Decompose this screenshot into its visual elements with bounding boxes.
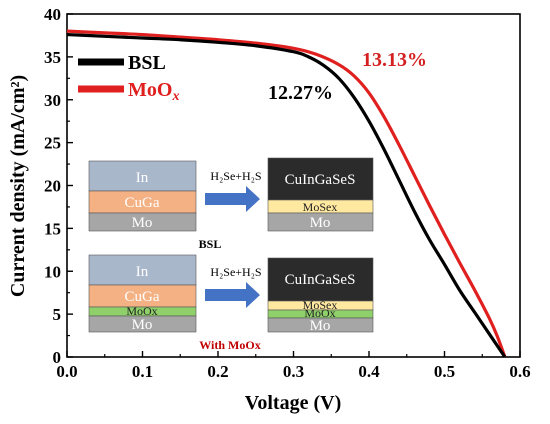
x-tick-label: 0.6: [509, 362, 530, 381]
y-tick-label: 25: [44, 134, 61, 153]
process-label-moox: H₂Se+H₂S: [210, 265, 261, 279]
y-tick-label: 0: [53, 348, 62, 367]
process-label-bsl: H₂Se+H₂S: [210, 169, 261, 183]
layer-cigs: [267, 257, 374, 302]
stack-before-bsl: In CuGa Mo: [88, 160, 197, 232]
layer-mo-after-label: Mo: [310, 318, 331, 334]
legend-label-bsl: BSL: [128, 52, 166, 74]
caption-moox: With MoOx: [199, 338, 260, 352]
layer-cigs-label: CuInGaSeS: [285, 172, 356, 188]
layer-mo-after: [267, 212, 374, 232]
arrow-icon: [205, 186, 260, 212]
series-layer: [66, 29, 507, 358]
caption-bsl: BSL: [199, 237, 222, 251]
arrow-icon: [205, 282, 260, 308]
stack-after-bsl: CuInGaSeS MoSex Mo: [267, 157, 374, 232]
layer-mo: [88, 212, 197, 232]
y-tick-label: 15: [44, 219, 61, 238]
legend: BSL MoOx: [78, 52, 179, 104]
y-tick-label: 10: [44, 262, 61, 281]
efficiency-label-bsl: 12.27%: [268, 82, 333, 104]
x-axis-label: Voltage (V): [245, 392, 341, 414]
layer-cigs: [267, 157, 374, 201]
inset-moox: In CuGa MoOx Mo H₂Se+H₂S CuInGaSeS MoSex…: [88, 254, 374, 352]
legend-label-moox: MoOx: [128, 79, 179, 104]
layer-cuga-label: CuGa: [125, 195, 160, 211]
layer-mose-label: MoSex: [303, 298, 338, 312]
y-tick-label: 35: [44, 48, 61, 67]
y-tick-label: 40: [44, 5, 61, 24]
layer-moox-label: MoOx: [126, 304, 157, 318]
layer-mo-label: Mo: [132, 317, 153, 333]
y-tick-label: 5: [53, 305, 62, 324]
y-axis-label: Current density (mA/cm²): [7, 75, 29, 297]
stack-before-moox: In CuGa MoOx Mo: [88, 254, 197, 333]
layer-mo-after-label: Mo: [310, 215, 331, 231]
layer-cuga-label: CuGa: [125, 289, 160, 305]
ticks-layer: 0.0 0.1 0.2 0.3 0.4 0.5 0.6 0 5 10 15 20 25 30 35 40: [44, 5, 531, 381]
layer-in-label: In: [136, 264, 149, 280]
layer-mo-after: [267, 317, 374, 333]
stack-after-moox: CuInGaSeS MoSex MoOx Mo: [267, 257, 374, 334]
layer-moox-after-label: MoOx: [304, 306, 335, 320]
inset-bsl: In CuGa Mo H₂Se+H₂S CuInGaSeS MoSex Mo B…: [88, 157, 374, 251]
layer-mose-label: MoSex: [303, 200, 338, 214]
y-tick-label: 20: [44, 177, 61, 196]
layer-in-label: In: [136, 170, 149, 186]
x-tick-label: 0.1: [132, 362, 153, 381]
layer-mo: [88, 315, 197, 333]
y-tick-label: 30: [44, 91, 61, 110]
layer-cigs-label: CuInGaSeS: [285, 272, 356, 288]
series-line-moox: [66, 29, 507, 358]
efficiency-label-moox: 13.13%: [362, 49, 427, 71]
series-line-bsl: [66, 32, 507, 358]
x-tick-label: 0.2: [207, 362, 228, 381]
x-tick-label: 0.0: [56, 362, 77, 381]
layer-in: [88, 160, 197, 192]
x-tick-label: 0.5: [434, 362, 455, 381]
layer-mo-label: Mo: [132, 215, 153, 231]
x-tick-label: 0.4: [358, 362, 380, 381]
x-tick-label: 0.3: [283, 362, 304, 381]
